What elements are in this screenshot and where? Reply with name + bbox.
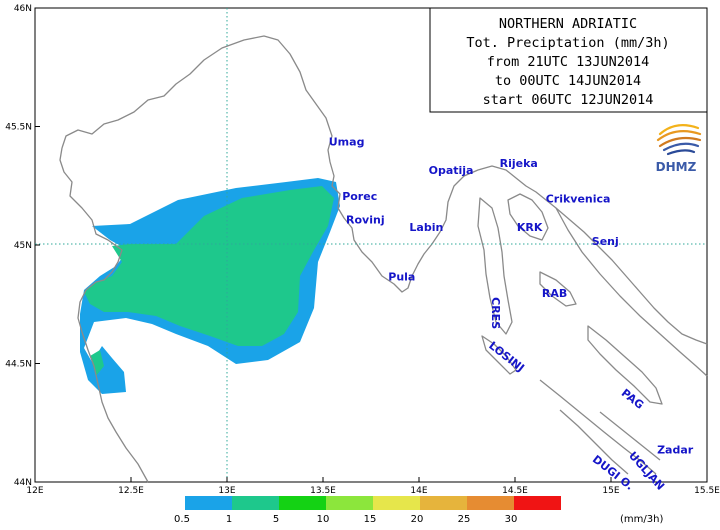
title-line-4: to 00UTC 14JUN2014 bbox=[495, 73, 641, 89]
y-tick-label: 45.5N bbox=[5, 123, 32, 133]
legend-tick-label: 0.5 bbox=[174, 514, 190, 525]
legend-swatch bbox=[232, 496, 279, 510]
x-axis-ticks: 12E 12.5E 13E 13.5E 14E 14.5E 15E 15.5E bbox=[26, 477, 720, 496]
legend-unit: (mm/3h) bbox=[620, 514, 663, 525]
x-tick-label: 12.5E bbox=[118, 486, 144, 496]
mainland-coast bbox=[555, 207, 708, 377]
place-label: Opatija bbox=[429, 164, 474, 177]
coastline bbox=[59, 35, 708, 483]
cres-island bbox=[477, 197, 513, 335]
place-label: Labin bbox=[409, 221, 443, 234]
place-label: KRK bbox=[517, 221, 543, 234]
title-line-2: Tot. Preciptation (mm/3h) bbox=[466, 35, 669, 51]
precip-area-1-5mm bbox=[84, 186, 334, 376]
x-tick-label: 12E bbox=[26, 486, 43, 496]
x-tick-label: 13.5E bbox=[310, 486, 336, 496]
legend-swatch bbox=[467, 496, 514, 510]
place-label: Senj bbox=[592, 235, 619, 248]
place-label: Rijeka bbox=[500, 157, 538, 170]
place-label: Zadar bbox=[657, 444, 694, 457]
place-label: Umag bbox=[329, 135, 365, 148]
legend-tick-label: 10 bbox=[317, 514, 330, 525]
dhmz-swirl-logo: DHMZ bbox=[656, 123, 702, 174]
italian-coast bbox=[59, 35, 333, 483]
title-line-3: from 21UTC 13JUN2014 bbox=[487, 54, 650, 70]
title-box: NORTHERN ADRIATIC Tot. Preciptation (mm/… bbox=[429, 7, 708, 113]
place-label: Porec bbox=[342, 190, 377, 203]
dhmz-logo-icon bbox=[656, 123, 702, 156]
title-line-1: NORTHERN ADRIATIC bbox=[499, 16, 637, 32]
y-tick-label: 46N bbox=[14, 4, 32, 14]
legend-tick-label: 15 bbox=[364, 514, 377, 525]
legend-tick-label: 25 bbox=[458, 514, 471, 525]
istria-coast bbox=[329, 161, 708, 345]
legend-swatch bbox=[326, 496, 373, 510]
place-label: CRES bbox=[489, 297, 502, 329]
y-axis-ticks: 46N 45.5N 45N 44.5N 44N bbox=[5, 4, 40, 488]
title-line-5: start 06UTC 12JUN2014 bbox=[483, 92, 654, 108]
legend-swatch bbox=[185, 496, 232, 510]
x-tick-label: 14E bbox=[410, 486, 427, 496]
legend-tick-label: 1 bbox=[226, 514, 232, 525]
x-tick-label: 13E bbox=[218, 486, 235, 496]
rab-island bbox=[539, 271, 577, 307]
legend-swatch bbox=[279, 496, 326, 510]
place-label: Rovinj bbox=[346, 214, 385, 227]
place-label: Crikvenica bbox=[546, 192, 611, 205]
dalmatian-islands bbox=[539, 379, 661, 475]
x-tick-label: 15E bbox=[602, 486, 619, 496]
pag-island bbox=[587, 325, 663, 405]
y-tick-label: 44.5N bbox=[5, 360, 32, 370]
legend-tick-label: 30 bbox=[505, 514, 518, 525]
legend-swatch bbox=[373, 496, 420, 510]
losinj-island bbox=[481, 335, 517, 375]
precip-legend: 0.5 1 5 10 15 20 25 30 bbox=[174, 496, 561, 525]
krk-island bbox=[507, 193, 549, 241]
y-tick-label: 45N bbox=[14, 241, 32, 251]
legend-tick-label: 20 bbox=[411, 514, 424, 525]
legend-tick-label: 5 bbox=[273, 514, 279, 525]
x-tick-label: 14.5E bbox=[502, 486, 528, 496]
title-box-frame bbox=[429, 7, 708, 113]
place-label: RAB bbox=[542, 287, 567, 300]
legend-swatch bbox=[420, 496, 467, 510]
y-tick-label: 44N bbox=[14, 478, 32, 488]
place-label: Pula bbox=[388, 271, 415, 284]
legend-swatch bbox=[514, 496, 561, 510]
dhmz-logo-text: DHMZ bbox=[656, 160, 697, 174]
x-tick-label: 15.5E bbox=[694, 486, 720, 496]
